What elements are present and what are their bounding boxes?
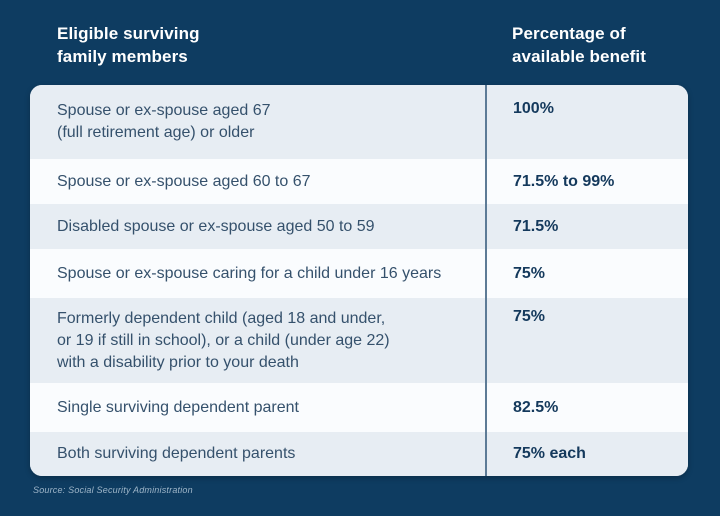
benefit-cell: 75% [513,308,546,325]
table-row: Formerly dependent child (aged 18 and un… [30,298,688,383]
table-header: Eligible surviving family members Percen… [0,22,720,78]
table-row: Disabled spouse or ex-spouse aged 50 to … [30,204,688,249]
table-row: Single surviving dependent parent 82.5% [30,383,688,432]
member-cell: Spouse or ex-spouse aged 67 (full retire… [57,102,271,141]
table-row: Spouse or ex-spouse aged 60 to 67 71.5% … [30,159,688,204]
member-cell: Formerly dependent child (aged 18 and un… [57,310,390,371]
table-row: Both surviving dependent parents 75% eac… [30,432,688,476]
column-header-members: Eligible surviving family members [57,24,200,66]
benefit-cell: 75% each [513,445,586,462]
column-divider [485,85,487,476]
member-cell: Spouse or ex-spouse caring for a child u… [57,264,442,282]
member-cell: Disabled spouse or ex-spouse aged 50 to … [57,217,375,235]
column-header-benefit: Percentage of available benefit [512,24,646,66]
member-cell: Both surviving dependent parents [57,445,296,462]
benefit-cell: 75% [513,264,546,282]
source-attribution: Source: Social Security Administration [33,485,193,495]
table-row: Spouse or ex-spouse caring for a child u… [30,249,688,298]
table-row: Spouse or ex-spouse aged 67 (full retire… [30,85,688,159]
benefit-cell: 82.5% [513,398,559,416]
benefits-table: Spouse or ex-spouse aged 67 (full retire… [30,85,688,476]
benefit-cell: 71.5% [513,217,559,235]
benefit-cell: 71.5% to 99% [513,172,615,190]
benefit-cell: 100% [513,100,554,117]
member-cell: Spouse or ex-spouse aged 60 to 67 [57,172,311,190]
member-cell: Single surviving dependent parent [57,398,299,416]
